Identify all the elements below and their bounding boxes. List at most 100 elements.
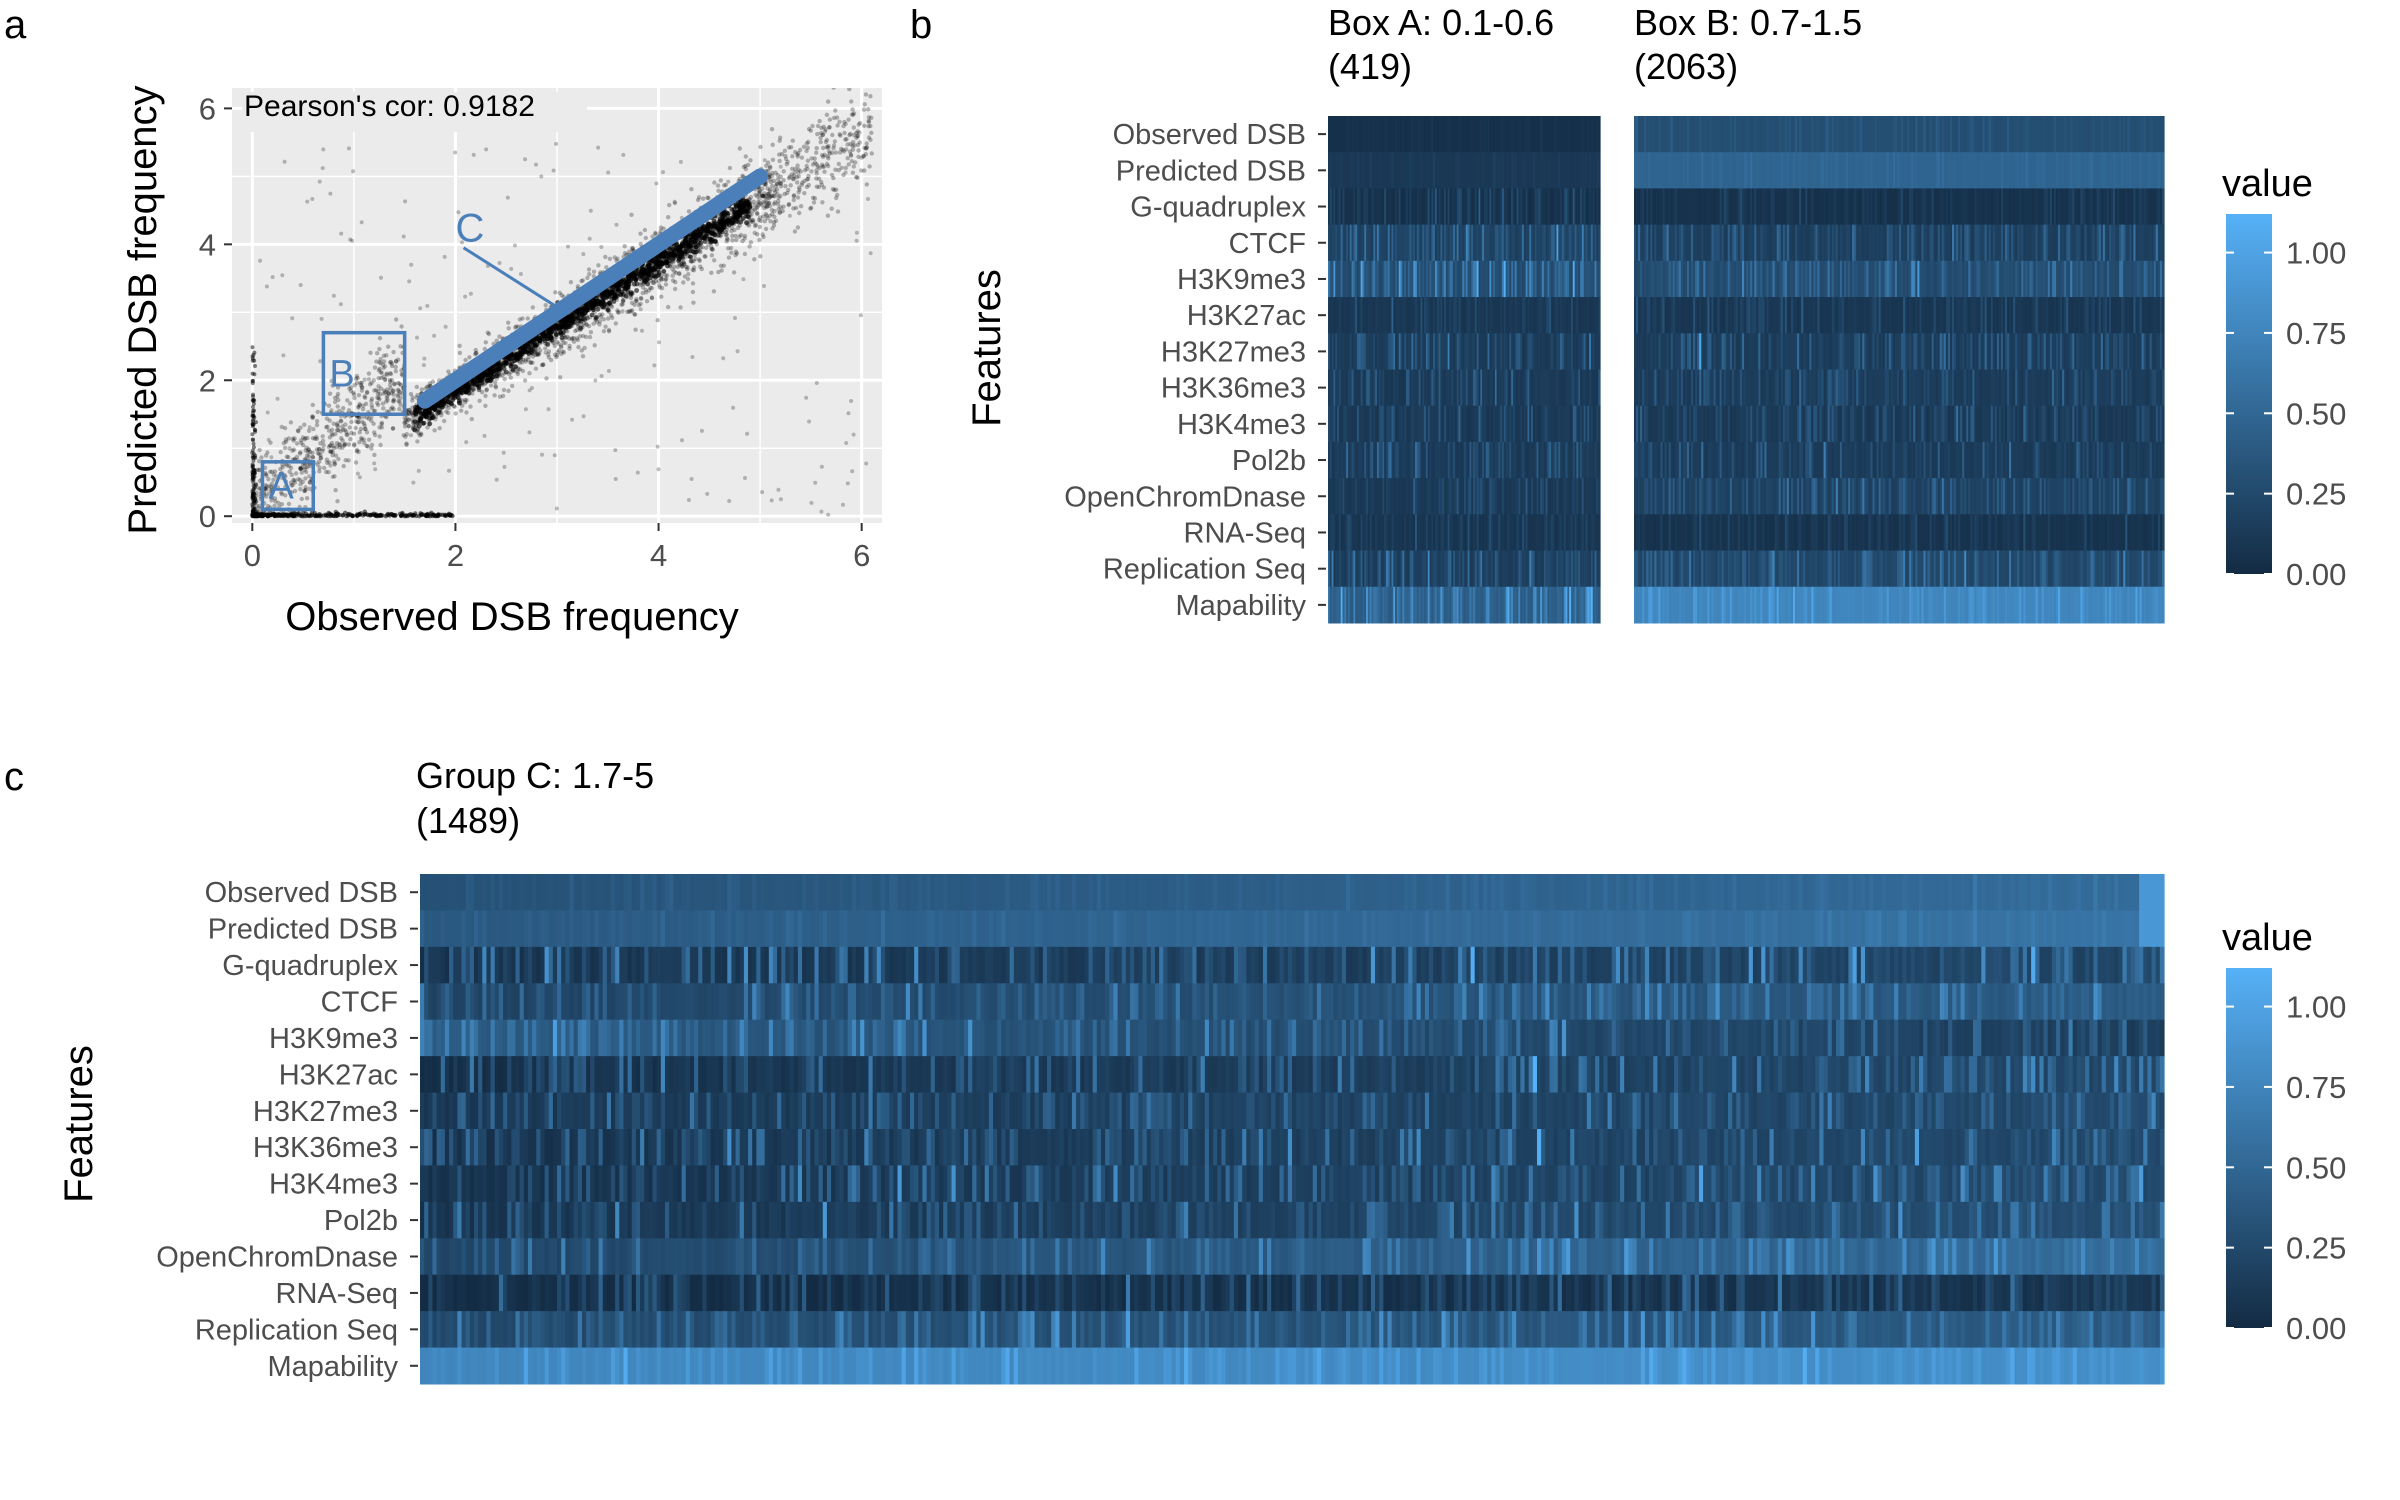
data-point	[606, 369, 611, 373]
data-point	[411, 480, 416, 485]
data-point	[396, 392, 401, 397]
data-point	[324, 416, 330, 421]
data-point	[317, 179, 322, 184]
data-point	[757, 215, 763, 220]
data-point	[851, 432, 856, 437]
data-point	[643, 266, 648, 271]
data-point	[816, 184, 822, 190]
data-point	[777, 158, 782, 164]
data-point	[264, 284, 269, 289]
data-point	[615, 308, 620, 313]
data-point	[796, 151, 801, 156]
data-point	[716, 188, 721, 193]
data-point	[457, 398, 462, 404]
data-point	[601, 304, 607, 310]
data-point	[612, 255, 617, 260]
data-point	[767, 165, 773, 171]
data-point	[829, 206, 834, 211]
data-point	[742, 201, 748, 206]
data-point	[777, 152, 782, 157]
data-point	[778, 135, 783, 140]
data-point	[681, 280, 686, 285]
data-point	[310, 414, 316, 419]
data-point	[486, 331, 492, 337]
data-point	[812, 156, 817, 161]
data-point	[733, 233, 738, 239]
data-point	[394, 317, 399, 322]
data-point	[292, 488, 298, 494]
data-point	[251, 441, 256, 446]
data-point	[677, 271, 682, 276]
data-point	[760, 186, 765, 191]
data-point	[307, 479, 313, 485]
data-point	[663, 282, 669, 287]
panel-label-b: b	[910, 3, 932, 47]
data-point	[312, 436, 318, 441]
panel-b-heatmaps: Box A: 0.1-0.6 (419) Box B: 0.7-1.5 (206…	[965, 2, 2346, 624]
data-point	[280, 465, 285, 470]
data-point	[786, 187, 791, 193]
data-point	[591, 269, 597, 274]
data-point	[269, 455, 274, 460]
data-point	[777, 210, 782, 215]
data-point	[673, 201, 677, 206]
data-point	[368, 350, 373, 355]
data-point	[320, 434, 325, 439]
data-point	[864, 182, 869, 187]
data-point	[709, 244, 714, 249]
data-point	[661, 268, 667, 274]
data-point	[831, 175, 836, 181]
data-point	[846, 162, 851, 167]
data-point	[497, 394, 503, 399]
data-point	[476, 385, 482, 391]
data-point	[728, 245, 734, 251]
data-point	[836, 161, 841, 167]
data-point	[355, 471, 360, 476]
data-point	[837, 119, 842, 125]
data-point	[341, 463, 346, 469]
data-point	[747, 204, 753, 210]
data-point	[763, 204, 768, 209]
data-point	[425, 425, 430, 430]
data-point	[289, 512, 294, 517]
data-point	[372, 430, 377, 435]
data-point	[510, 383, 515, 389]
data-point	[869, 151, 874, 156]
data-point	[347, 401, 353, 406]
data-point	[335, 385, 341, 390]
data-point	[614, 258, 619, 263]
data-point	[552, 453, 557, 458]
data-point	[381, 391, 386, 396]
data-point	[831, 146, 836, 151]
data-point	[298, 482, 303, 487]
data-point	[850, 79, 854, 83]
data-point	[821, 124, 826, 129]
y-axis-title: Predicted DSB frequency	[121, 85, 165, 534]
data-point	[770, 142, 775, 147]
data-point	[599, 374, 604, 378]
data-point	[864, 141, 869, 146]
data-point	[298, 465, 303, 471]
data-point	[347, 425, 352, 430]
data-point	[797, 187, 802, 192]
data-point	[527, 430, 532, 435]
data-point	[830, 187, 836, 192]
data-point	[770, 173, 775, 178]
data-point	[393, 364, 398, 370]
data-point	[379, 375, 384, 381]
data-point	[363, 401, 369, 406]
data-point	[852, 143, 857, 148]
data-point	[638, 307, 643, 312]
data-point	[346, 442, 351, 447]
data-point	[774, 181, 780, 187]
data-point	[855, 134, 860, 139]
data-point	[318, 456, 324, 461]
data-point	[797, 210, 802, 216]
data-point	[483, 403, 488, 408]
data-point	[727, 165, 733, 171]
data-point	[768, 219, 773, 224]
data-point	[432, 333, 437, 338]
data-point	[791, 197, 796, 203]
data-point	[250, 502, 255, 506]
data-point	[820, 164, 825, 169]
